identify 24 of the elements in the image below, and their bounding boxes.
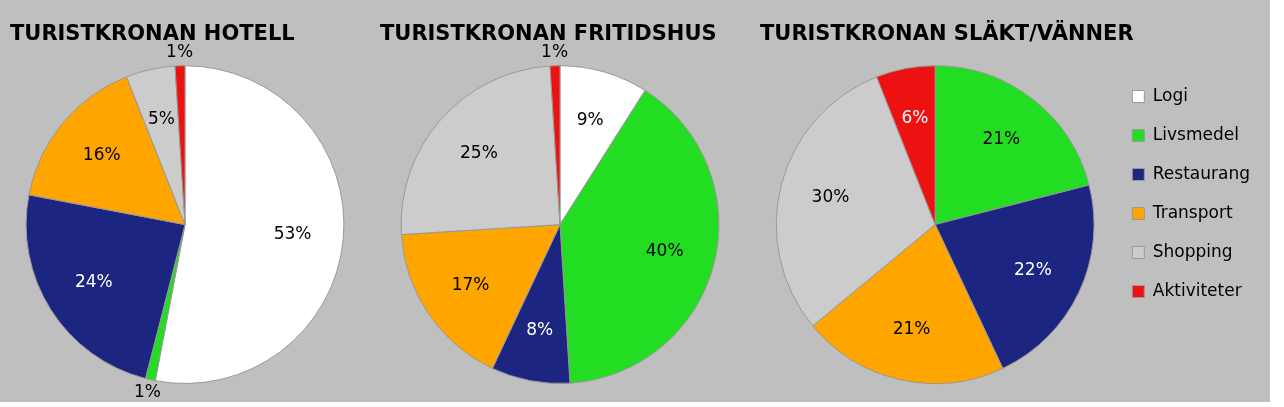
data-label: 5% (147, 107, 175, 128)
data-label: 53% (273, 223, 312, 244)
data-label: 21% (892, 318, 931, 339)
data-label: 1% (541, 41, 569, 62)
legend-label: Transport (1151, 201, 1233, 222)
data-label: 1% (134, 380, 161, 401)
data-label: 16% (82, 144, 121, 165)
data-label: 40% (645, 239, 684, 260)
data-label: 17% (451, 273, 490, 294)
data-label: 21% (982, 127, 1021, 148)
data-label: 1% (166, 41, 194, 62)
legend-label: Restaurang (1152, 162, 1251, 183)
data-label: 8% (526, 319, 554, 340)
data-label: 25% (460, 141, 498, 162)
data-label: 24% (74, 270, 113, 291)
data-label: 6% (901, 106, 929, 127)
legend-label: Livsmedel (1152, 123, 1239, 144)
data-label: 22% (1014, 259, 1052, 280)
chart-title: TURISTKRONAN SLÄKT/VÄNNER (760, 20, 1134, 46)
data-label: 30% (811, 186, 850, 207)
legend-label: Shopping (1152, 240, 1233, 261)
data-label: 9% (576, 109, 604, 130)
legend-label: Aktiviteter (1152, 279, 1242, 300)
legend-label: Logi (1152, 84, 1188, 105)
